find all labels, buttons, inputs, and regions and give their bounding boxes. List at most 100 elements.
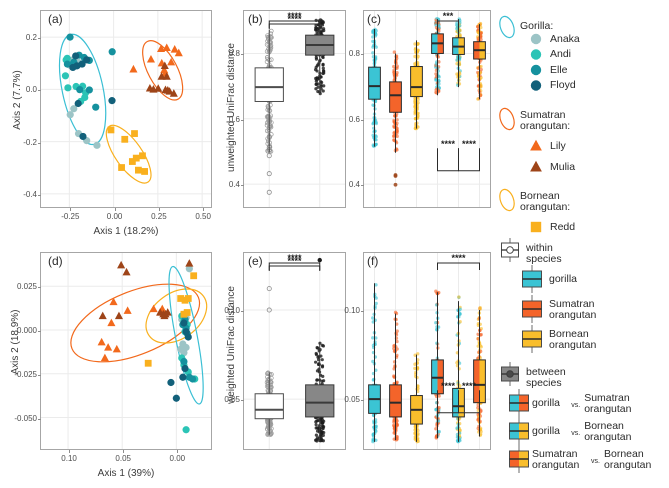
datapoint-floyd [180, 319, 188, 327]
x-tickmark [203, 208, 205, 211]
significance-stars: **** [287, 11, 302, 21]
datapoint-redd [181, 296, 189, 304]
marker-mulia [530, 160, 542, 172]
y-tick-label: 0.8 [348, 49, 360, 59]
panel-d-xlabel: Axis 1 (39%) [97, 468, 155, 479]
y-tick-label: -0.050 [14, 413, 37, 423]
ellipse-sumatran-orangutan [70, 283, 201, 363]
datapoint-redd [118, 164, 125, 171]
y-tickmark [241, 119, 244, 121]
significance-bracket: **** [268, 14, 321, 29]
y-tickmark [38, 374, 41, 376]
datapoint-redd [121, 135, 129, 143]
datapoint-lily [109, 297, 118, 306]
y-tickmark [241, 54, 244, 56]
datapoint-lily [104, 343, 113, 351]
datapoint-elle [85, 86, 93, 94]
legend-label-floyd: Floyd [550, 79, 576, 91]
legend-between-vs-1: vs. [571, 429, 581, 437]
boxplot-gorilla-vs-sumatran-orangutan [431, 289, 444, 440]
y-tickmark [361, 54, 364, 56]
x-tick-label: 0.25 [151, 212, 167, 221]
y-tick-label: -0.2 [23, 137, 37, 147]
datapoint-lily [149, 304, 158, 313]
legend-within-label-l1-1: Sumatran [549, 298, 595, 310]
panel-e: **** **** [243, 252, 346, 450]
datapoint-mulia [169, 89, 178, 97]
boxplot-gorilla [368, 283, 381, 444]
boxplot-between-species [305, 257, 335, 443]
datapoint-lily [107, 318, 116, 327]
panel-c-plot: ******* **** [364, 11, 490, 207]
significance-bracket: **** [458, 381, 480, 414]
datapoint-lily [129, 64, 138, 73]
panel-e-tag: (e) [248, 254, 263, 268]
datapoint-mulia [162, 72, 171, 80]
legend-within-label-l1-2: Bornean [549, 328, 589, 340]
boxplot-between-species [305, 18, 335, 96]
legend-between-a-0: gorilla [532, 396, 561, 409]
y-tickmark [38, 90, 41, 92]
y-tick-label: 0.10 [224, 306, 240, 316]
datapoint-floyd [181, 364, 189, 373]
datapoint-floyd [172, 394, 180, 402]
panel-a-tag: (a) [48, 12, 63, 26]
legend-bornean-header-l1: Bornean [520, 190, 560, 202]
datapoint-redd [139, 152, 146, 160]
boxplot-within-species [254, 286, 284, 437]
y-tick-label: 0.6 [348, 114, 360, 124]
datapoint-andi [182, 426, 190, 434]
y-tick-label: 0.2 [25, 33, 37, 43]
datapoint-floyd [184, 333, 192, 341]
significance-stars: **** [287, 253, 302, 263]
y-tickmark [38, 142, 41, 144]
legend-between-vs-2: vs. [591, 457, 600, 465]
legend-within-label-l2-2: orangutan [549, 339, 597, 351]
legend-label-anaka: Anaka [550, 32, 580, 45]
datapoint-floyd [74, 99, 82, 108]
datapoint-mulia [98, 311, 107, 320]
y-tickmark [241, 311, 244, 313]
datapoint-redd [107, 126, 115, 134]
x-tickmark [177, 450, 179, 453]
datapoint-elle [66, 33, 74, 41]
panel-a-xlabel: Axis 1 (18.2%) [93, 226, 159, 237]
x-tick-label: 0.00 [169, 454, 186, 463]
datapoint-lily [112, 344, 121, 353]
legend-between-header-l2: species [526, 377, 562, 389]
panel-b-plot: ******** [244, 11, 345, 207]
marker-redd [530, 221, 542, 233]
ellipse-key-gorilla [499, 15, 515, 39]
panel-c: *** **** **** [363, 10, 491, 208]
panel-f-plot: **** **** **** [364, 253, 490, 449]
panel-e-plot: ******** [244, 253, 345, 449]
datapoint-lily [100, 353, 109, 362]
panel-d-tag: (d) [48, 254, 63, 268]
significance-bracket: **** [458, 139, 480, 172]
significance-stars: *** [443, 11, 454, 21]
significance-bracket: **** [268, 256, 321, 271]
significance-bracket: **** [437, 139, 459, 172]
y-tickmark [38, 38, 41, 40]
datapoint-lily [97, 337, 106, 346]
datapoint-mulia [149, 85, 158, 93]
datapoint-elle [92, 103, 100, 111]
x-tickmark [69, 450, 71, 453]
y-tickmark [361, 400, 364, 402]
legend-label-elle: Elle [550, 63, 568, 76]
key-between-0 [509, 389, 529, 417]
legend-label-redd: Redd [550, 220, 576, 233]
figure-legend: Gorilla: Anaka Andi Elle Floyd Sumatran orangu… [496, 6, 669, 484]
key-between-species [501, 362, 519, 386]
datapoint-redd [132, 154, 140, 162]
datapoint-lily [123, 306, 132, 314]
legend-between-a1-2: Sumatran [532, 448, 578, 460]
legend-between-b1-2: Bornean [604, 448, 644, 460]
datapoint-mulia [114, 311, 124, 320]
datapoint-mulia [154, 84, 163, 92]
y-tick-label: 0.8 [228, 49, 240, 59]
datapoint-elle [76, 86, 84, 94]
marker-elle [530, 64, 542, 76]
significance-stars: **** [462, 381, 477, 391]
panel-e-ylabel: weighted UniFrac distance [226, 286, 237, 404]
